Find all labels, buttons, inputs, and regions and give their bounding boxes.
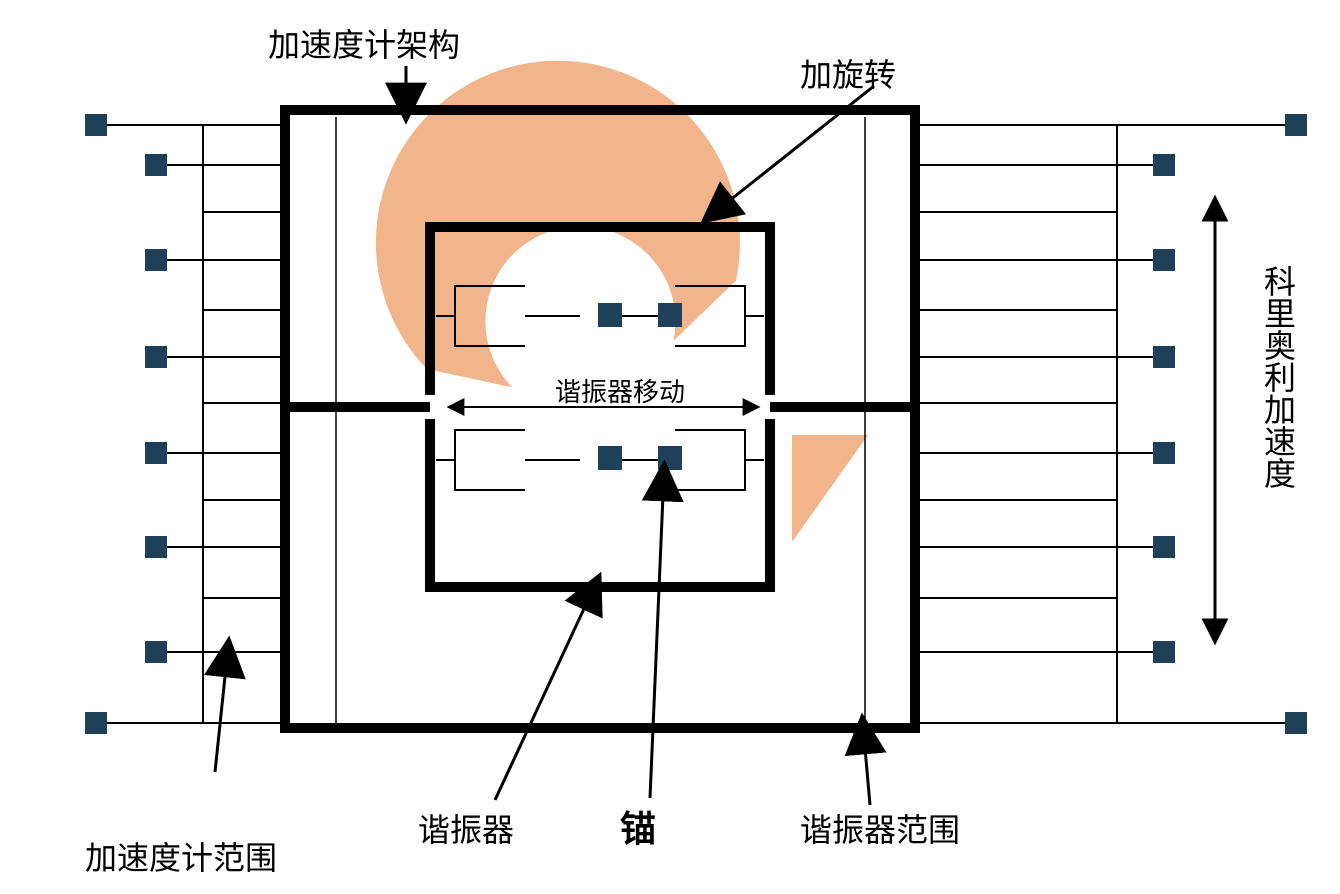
comb-anchor — [145, 249, 167, 271]
end-anchor — [1285, 114, 1307, 136]
pointer-resonator — [495, 583, 596, 800]
diagram-svg — [0, 0, 1340, 894]
end-anchor — [85, 114, 107, 136]
comb-anchor — [1153, 442, 1175, 464]
comb-anchor — [145, 536, 167, 558]
inner-anchor — [658, 446, 682, 470]
label-resonator-move: 谐振器移动 — [555, 372, 685, 409]
diagram-root: { "labels": { "accelStruct": "加速度计架构", "… — [0, 0, 1340, 894]
label-anchor: 锚 — [620, 800, 656, 852]
comb-anchor — [1153, 641, 1175, 663]
label-coriolis: 科里奥利加速度 — [1255, 265, 1301, 489]
label-accel-range: 加速度计范围 — [85, 833, 277, 879]
inner-anchor — [598, 303, 622, 327]
end-anchor — [85, 712, 107, 734]
comb-anchor — [1153, 154, 1175, 176]
rotation-arrowhead — [792, 435, 868, 542]
inner-frame-bot — [430, 419, 770, 587]
comb-bracket — [455, 430, 525, 490]
comb-anchor — [145, 346, 167, 368]
pointer-anchor — [650, 472, 664, 798]
inner-anchor — [598, 446, 622, 470]
comb-anchor — [1153, 249, 1175, 271]
comb-anchor — [145, 442, 167, 464]
end-anchor — [1285, 712, 1307, 734]
comb-anchor — [145, 641, 167, 663]
label-resonator: 谐振器 — [418, 805, 514, 851]
comb-bracket — [675, 430, 745, 490]
pointer-accelRange — [215, 648, 228, 772]
comb-anchor — [1153, 346, 1175, 368]
inner-anchor — [658, 303, 682, 327]
label-resonator-box: 谐振器范围 — [800, 805, 960, 851]
comb-anchor — [1153, 536, 1175, 558]
pointer-resonatorBox — [863, 725, 870, 805]
comb-anchor — [145, 154, 167, 176]
label-rotation: 加旋转 — [800, 50, 896, 96]
label-accel-struct: 加速度计架构 — [268, 20, 460, 66]
